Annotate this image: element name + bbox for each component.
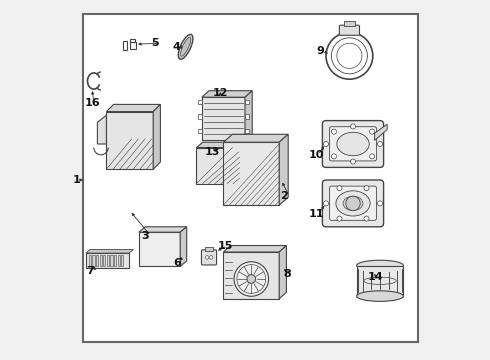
Bar xyxy=(92,255,95,266)
Bar xyxy=(89,255,91,266)
Circle shape xyxy=(331,129,337,134)
Ellipse shape xyxy=(357,291,403,301)
Circle shape xyxy=(369,154,375,159)
Polygon shape xyxy=(223,246,286,252)
Bar xyxy=(121,255,123,266)
FancyBboxPatch shape xyxy=(322,121,384,167)
Bar xyxy=(110,255,113,266)
Circle shape xyxy=(323,201,328,206)
Polygon shape xyxy=(202,97,245,140)
Polygon shape xyxy=(139,227,187,232)
Circle shape xyxy=(350,124,356,129)
Ellipse shape xyxy=(178,35,193,59)
Bar xyxy=(205,247,213,251)
Bar xyxy=(107,255,109,266)
Bar xyxy=(357,266,403,296)
Polygon shape xyxy=(223,134,288,142)
Bar xyxy=(245,129,248,133)
Bar xyxy=(130,39,135,42)
Circle shape xyxy=(331,154,337,159)
Polygon shape xyxy=(202,91,252,97)
Circle shape xyxy=(323,141,328,147)
Text: 5: 5 xyxy=(151,38,159,48)
Bar xyxy=(122,41,127,50)
Polygon shape xyxy=(98,115,106,144)
Circle shape xyxy=(377,141,383,147)
Text: 13: 13 xyxy=(204,147,220,157)
Polygon shape xyxy=(86,249,133,253)
Text: 10: 10 xyxy=(309,150,324,160)
Polygon shape xyxy=(180,227,187,266)
Circle shape xyxy=(346,196,360,211)
Ellipse shape xyxy=(337,132,369,156)
Polygon shape xyxy=(245,91,252,140)
Text: 12: 12 xyxy=(213,88,228,98)
Bar xyxy=(130,42,136,49)
Polygon shape xyxy=(153,104,160,169)
Bar xyxy=(103,255,105,266)
Bar xyxy=(99,255,102,266)
Circle shape xyxy=(337,216,342,221)
FancyBboxPatch shape xyxy=(330,186,376,220)
Polygon shape xyxy=(374,124,387,140)
Circle shape xyxy=(350,159,356,164)
Text: 9: 9 xyxy=(316,46,324,56)
FancyBboxPatch shape xyxy=(322,180,384,227)
FancyBboxPatch shape xyxy=(201,250,217,265)
Text: 8: 8 xyxy=(284,269,291,279)
Circle shape xyxy=(377,201,383,206)
Circle shape xyxy=(205,256,209,259)
Bar xyxy=(118,255,120,266)
Polygon shape xyxy=(196,148,240,184)
Ellipse shape xyxy=(343,196,363,211)
Circle shape xyxy=(364,216,369,221)
Bar xyxy=(86,253,129,268)
Bar xyxy=(114,255,116,266)
Polygon shape xyxy=(240,142,246,184)
Circle shape xyxy=(369,129,375,134)
Bar xyxy=(344,21,355,26)
Text: 4: 4 xyxy=(172,42,180,52)
Bar xyxy=(96,255,98,266)
Text: 14: 14 xyxy=(368,272,383,282)
Text: 2: 2 xyxy=(280,191,288,201)
Bar xyxy=(198,129,202,133)
Ellipse shape xyxy=(357,260,403,271)
Circle shape xyxy=(337,186,342,191)
Circle shape xyxy=(247,275,256,283)
Polygon shape xyxy=(223,142,279,205)
Polygon shape xyxy=(106,112,153,169)
Bar xyxy=(245,114,248,119)
Text: 1: 1 xyxy=(73,175,81,185)
Ellipse shape xyxy=(336,191,370,216)
Polygon shape xyxy=(279,134,288,205)
Text: 3: 3 xyxy=(142,231,149,241)
FancyBboxPatch shape xyxy=(330,127,376,161)
Text: 6: 6 xyxy=(173,258,181,268)
Text: 11: 11 xyxy=(309,209,324,219)
Bar xyxy=(198,114,202,119)
Bar xyxy=(245,100,248,104)
Bar xyxy=(198,100,202,104)
FancyBboxPatch shape xyxy=(339,25,360,35)
Text: 15: 15 xyxy=(218,240,233,251)
Text: 16: 16 xyxy=(85,98,100,108)
Polygon shape xyxy=(223,252,279,299)
Ellipse shape xyxy=(180,37,191,56)
Text: 7: 7 xyxy=(87,266,95,276)
Circle shape xyxy=(234,262,269,296)
Circle shape xyxy=(209,256,213,259)
Polygon shape xyxy=(196,142,246,148)
Polygon shape xyxy=(106,104,160,112)
Polygon shape xyxy=(139,232,180,266)
Circle shape xyxy=(364,186,369,191)
Polygon shape xyxy=(279,246,286,299)
